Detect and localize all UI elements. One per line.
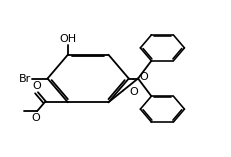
Text: O: O bbox=[128, 87, 137, 97]
Text: Br: Br bbox=[19, 73, 31, 84]
Text: O: O bbox=[31, 113, 40, 123]
Text: O: O bbox=[32, 81, 41, 91]
Text: OH: OH bbox=[59, 34, 76, 44]
Text: O: O bbox=[139, 72, 147, 82]
